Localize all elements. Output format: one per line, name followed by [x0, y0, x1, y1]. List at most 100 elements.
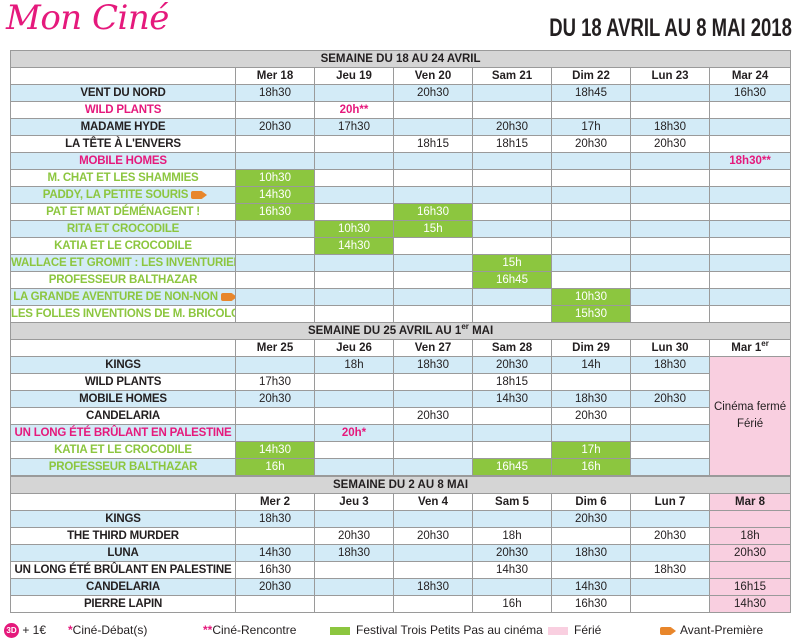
film-title: LUNA — [10, 544, 236, 562]
legend-rencontre-star: ** — [203, 623, 213, 637]
day-header: Dim 22 — [551, 67, 631, 85]
film-row: LA TÊTE À L'ENVERS 18h15 18h15 20h30 20h… — [10, 135, 792, 153]
film-row: LES FOLLES INVENTIONS DE M. BRICOLO 15h3… — [10, 305, 792, 323]
showtime — [708, 169, 792, 187]
legend-rencontre: **Ciné-Rencontre — [203, 623, 296, 637]
header-spacer — [10, 493, 236, 511]
showtime — [314, 510, 394, 528]
showtime: 14h30 — [708, 595, 792, 613]
film-title: KATIA ET LE CROCODILE — [10, 441, 236, 459]
showtime: 16h30 — [708, 84, 792, 102]
closed-notice: Cinéma fermé Férié — [708, 356, 792, 476]
showtime — [314, 407, 394, 425]
film-row: CANDELARIA 20h30 20h30 — [10, 407, 791, 425]
showtime — [708, 510, 792, 528]
legend: 3D + 1€ *Ciné-Débat(s) **Ciné-Rencontre … — [0, 618, 800, 641]
legend-ferie: Férié — [548, 623, 601, 637]
showtime: 14h30 — [235, 544, 315, 562]
showtime — [708, 220, 792, 238]
showtime: 16h30 — [393, 203, 473, 221]
showtime: 20h30 — [472, 118, 552, 136]
showtime — [551, 152, 631, 170]
showtime: 18h30 — [551, 390, 631, 408]
showtime — [551, 561, 631, 579]
showtime — [235, 237, 315, 255]
showtime: 18h15 — [393, 135, 473, 153]
day-header: Dim 29 — [551, 339, 631, 357]
showtime — [630, 595, 710, 613]
showtime — [314, 561, 394, 579]
showtime — [393, 118, 473, 136]
film-title: WILD PLANTS — [10, 101, 236, 119]
showtime: 20h30 — [235, 390, 315, 408]
showtime: 20h30 — [314, 527, 394, 545]
showtime: 20h30 — [472, 356, 552, 374]
film-title: MADAME HYDE — [10, 118, 236, 136]
showtime: 20h30 — [630, 390, 710, 408]
showtime: 18h — [314, 356, 394, 374]
showtime — [314, 135, 394, 153]
film-title: UN LONG ÉTÉ BRÛLANT EN PALESTINE — [10, 424, 236, 442]
film-title: MOBILE HOMES — [10, 390, 236, 408]
showtime — [314, 152, 394, 170]
day-header: Sam 21 — [472, 67, 552, 85]
film-row: WALLACE ET GROMIT : LES INVENTURIERS 15h — [10, 254, 792, 272]
showtime — [472, 424, 552, 442]
showtime — [551, 203, 631, 221]
film-title: KATIA ET LE CROCODILE — [10, 237, 236, 255]
film-title: PIERRE LAPIN — [10, 595, 236, 613]
showtime — [314, 595, 394, 613]
week-title: SEMAINE DU 25 AVRIL AU 1er MAI — [9, 322, 792, 340]
day-header-cell: Mar 1er — [708, 339, 792, 357]
showtime: 10h30 — [551, 288, 631, 306]
showtime — [472, 169, 552, 187]
showtime — [393, 390, 473, 408]
showtime: 20h30 — [393, 407, 473, 425]
showtime — [708, 101, 792, 119]
showtime — [630, 220, 710, 238]
showtime: 18h45 — [551, 84, 631, 102]
showtime: 18h30 — [393, 356, 473, 374]
showtime — [551, 424, 631, 442]
showtime — [393, 305, 473, 323]
showtime — [235, 527, 315, 545]
showtime: 18h — [708, 527, 792, 545]
showtime: 17h30 — [235, 373, 315, 391]
date-range: DU 18 AVRIL AU 8 MAI 2018 — [549, 14, 792, 42]
ferie-swatch — [548, 626, 568, 635]
showtime: 20h** — [314, 101, 394, 119]
showtime — [708, 237, 792, 255]
showtime — [472, 305, 552, 323]
film-title: M. CHAT ET LES SHAMMIES — [10, 169, 236, 187]
showtime — [630, 458, 710, 476]
showtime — [314, 578, 394, 596]
film-row: UN LONG ÉTÉ BRÛLANT EN PALESTINE 16h30 1… — [10, 561, 792, 579]
film-title: RITA ET CROCODILE — [10, 220, 236, 238]
day-header-sup: er — [761, 339, 769, 349]
legend-ferie-label: Férié — [574, 623, 602, 637]
day-header: Ven 27 — [393, 339, 473, 357]
showtime: 14h30 — [314, 237, 394, 255]
week-title: SEMAINE DU 2 AU 8 MAI — [9, 476, 792, 494]
showtime — [393, 288, 473, 306]
legend-avant: Avant-Première — [660, 623, 763, 637]
showtime: 18h — [472, 527, 552, 545]
showtime: 20h30 — [551, 510, 631, 528]
showtime — [551, 169, 631, 187]
showtime — [314, 458, 394, 476]
film-title: CANDELARIA — [10, 407, 236, 425]
showtime — [708, 305, 792, 323]
week-title-sup: er — [461, 322, 469, 332]
showtime — [314, 441, 394, 459]
day-header: Lun 7 — [630, 493, 710, 511]
showtime: 14h30 — [235, 186, 315, 204]
showtime — [472, 152, 552, 170]
showtime — [314, 84, 394, 102]
film-row: KATIA ET LE CROCODILE 14h30 — [10, 237, 792, 255]
showtime — [472, 441, 552, 459]
showtime: 14h30 — [551, 578, 631, 596]
showtime — [708, 288, 792, 306]
showtime: 10h30 — [314, 220, 394, 238]
camera-icon — [191, 190, 208, 199]
showtime: 16h — [235, 458, 315, 476]
